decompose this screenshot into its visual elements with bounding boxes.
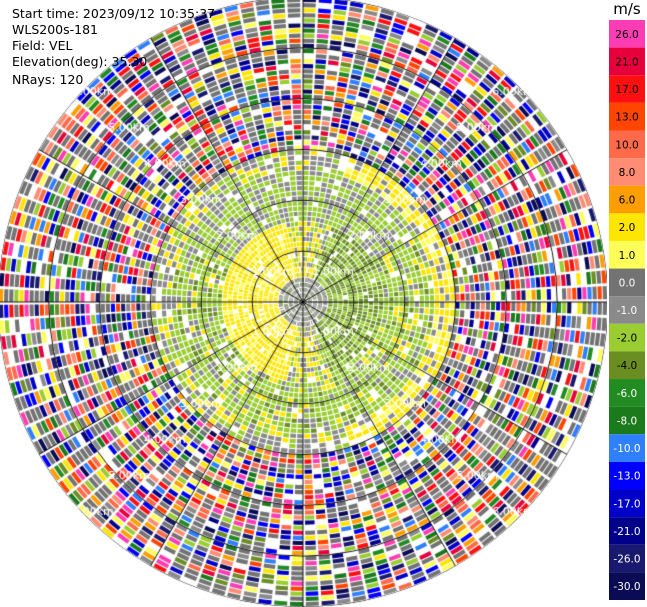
instrument-label: WLS200s-181 [12, 22, 98, 37]
nrays-label: NRays: 120 [12, 72, 84, 87]
colorbar-tick-label: 13.0 [615, 112, 638, 124]
colorbar-unit: m/s [613, 0, 641, 18]
colorbar-tick-label: 0.0 [619, 277, 636, 289]
colorbar-segment [609, 240, 645, 269]
colorbar-segment [609, 572, 645, 600]
colorbar-segment [609, 489, 645, 518]
colorbar-tick-label: 8.0 [619, 167, 636, 179]
colorbar-segment [609, 517, 645, 545]
colorbar-tick-label: -10.0 [613, 443, 640, 455]
colorbar-segment [609, 406, 645, 435]
colorbar-tick-label: 21.0 [615, 56, 638, 68]
colorbar-segment [609, 130, 645, 159]
colorbar-tick-label: -6.0 [617, 388, 638, 400]
colorbar-tick-label: 6.0 [619, 195, 636, 207]
colorbar-tick-label: 1.0 [619, 250, 636, 262]
colorbar-tick-label: -30.0 [613, 581, 640, 593]
colorbar-segment [609, 213, 645, 241]
colorbar-tick-label: -2.0 [617, 333, 638, 345]
colorbar-tick-label: 10.0 [615, 139, 638, 151]
start-time-label: Start time: 2023/09/12 10:35:37 [12, 6, 216, 21]
colorbar-segment [609, 102, 645, 131]
colorbar-segment [609, 268, 645, 297]
colorbar-tick-label: -21.0 [613, 526, 640, 538]
colorbar-tick-label: -17.0 [613, 498, 640, 510]
colorbar-tick-label: -13.0 [613, 471, 640, 483]
colorbar-segment [609, 158, 645, 186]
colorbar-tick-label: -1.0 [617, 305, 638, 317]
colorbar-segment [609, 323, 645, 352]
field-label: Field: VEL [12, 38, 73, 53]
colorbar-segment [609, 379, 645, 407]
elevation-label: Elevation(deg): 35.30 [12, 54, 148, 69]
colorbar-tick-label: 26.0 [615, 29, 638, 41]
colorbar-tick-label: 17.0 [615, 84, 638, 96]
colorbar-tick-label: 2.0 [619, 222, 636, 234]
colorbar-segment [609, 75, 645, 103]
colorbar-tick-label: -8.0 [617, 415, 638, 427]
ppi-scan-plot [0, 0, 607, 607]
colorbar-segment [609, 185, 645, 214]
colorbar-segment [609, 434, 645, 462]
colorbar: 26.0 21.0 17.0 13.0 10.0 8.0 6.0 2.0 1.0 0.0 -1.0 -… [609, 20, 645, 600]
colorbar-tick-label: -26.0 [613, 554, 640, 566]
colorbar-segment [609, 544, 645, 573]
colorbar-segment [609, 461, 645, 490]
colorbar-segment [609, 20, 645, 48]
colorbar-segment [609, 47, 645, 76]
colorbar-segment [609, 351, 645, 380]
colorbar-segment [609, 296, 645, 324]
colorbar-tick-label: -4.0 [617, 360, 638, 372]
